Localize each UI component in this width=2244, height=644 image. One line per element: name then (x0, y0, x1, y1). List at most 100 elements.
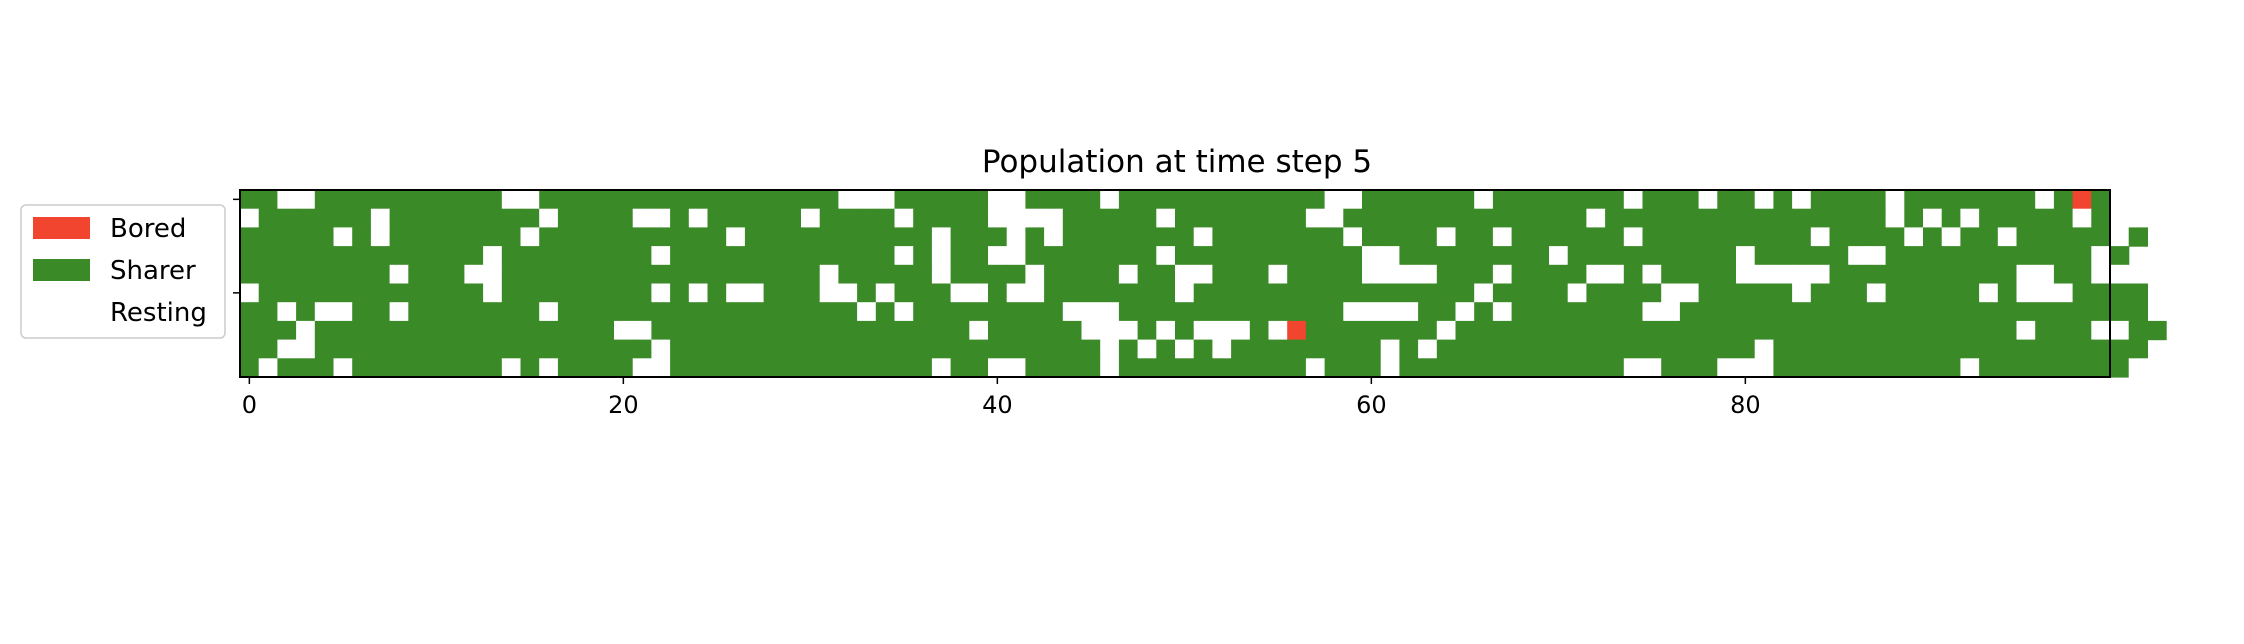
cell-sharer (1605, 339, 1625, 359)
cell-sharer (950, 320, 970, 341)
cell-sharer (1418, 208, 1438, 228)
cell-sharer (1661, 190, 1681, 210)
cell-resting (1081, 302, 1101, 322)
cell-sharer (1848, 227, 1868, 247)
cell-sharer (801, 264, 821, 285)
cell-sharer (1567, 302, 1587, 322)
cell-sharer (1960, 339, 1980, 359)
cell-sharer (1118, 339, 1139, 359)
cell-sharer (557, 320, 578, 341)
cell-resting (614, 320, 634, 341)
cell-sharer (2091, 227, 2111, 247)
cell-sharer (1212, 190, 1232, 210)
cell-sharer (2128, 227, 2148, 247)
cell-sharer (1773, 339, 1793, 359)
cell-sharer (875, 208, 896, 228)
cell-sharer (352, 283, 372, 303)
cell-sharer (913, 227, 933, 247)
cell-resting (1923, 208, 1943, 228)
cell-sharer (314, 283, 335, 303)
cell-resting (1754, 264, 1774, 285)
cell-sharer (296, 358, 316, 378)
cell-sharer (557, 339, 578, 359)
cell-sharer (1605, 283, 1625, 303)
cell-sharer (1137, 227, 1157, 247)
cell-resting (1137, 339, 1157, 359)
cell-resting (651, 358, 671, 378)
cell-sharer (1997, 358, 2018, 378)
cell-sharer (1492, 208, 1513, 228)
cell-sharer (1679, 339, 1700, 359)
cell-sharer (277, 208, 297, 228)
cell-sharer (1305, 264, 1326, 285)
cell-sharer (1549, 190, 1569, 210)
cell-resting (1118, 264, 1139, 285)
y-axis (233, 198, 240, 294)
cell-sharer (782, 208, 802, 228)
cell-sharer (1044, 283, 1064, 303)
cell-sharer (819, 190, 839, 210)
cell-sharer (370, 320, 391, 341)
cell-sharer (2053, 302, 2074, 322)
cell-sharer (1492, 358, 1513, 378)
cell-sharer (1287, 190, 1307, 210)
cell-sharer (1885, 358, 1905, 378)
cell-sharer (445, 339, 465, 359)
cell-sharer (258, 320, 278, 341)
cell-sharer (1455, 264, 1475, 285)
cell-sharer (670, 227, 690, 247)
cell-sharer (670, 208, 690, 228)
cell-sharer (1866, 339, 1887, 359)
cell-resting (296, 339, 316, 359)
cell-resting (1866, 283, 1887, 303)
cell-resting (875, 283, 896, 303)
cell-sharer (1062, 264, 1083, 285)
cell-sharer (1736, 227, 1756, 247)
cell-sharer (1698, 302, 1718, 322)
cell-sharer (1436, 283, 1457, 303)
cell-sharer (1549, 320, 1569, 341)
cell-resting (988, 208, 1008, 228)
cell-resting (1586, 264, 1606, 285)
cell-sharer (875, 358, 896, 378)
cell-sharer (1418, 302, 1438, 322)
cell-sharer (1567, 246, 1587, 266)
cell-resting (1418, 339, 1438, 359)
cell-sharer (1586, 339, 1606, 359)
cell-sharer (707, 264, 727, 285)
cell-sharer (1137, 208, 1157, 228)
cell-sharer (1343, 283, 1363, 303)
cell-sharer (1118, 190, 1139, 210)
cell-sharer (1773, 190, 1793, 210)
cell-sharer (2091, 283, 2111, 303)
cell-sharer (2147, 320, 2167, 341)
cell-sharer (352, 358, 372, 378)
cell-sharer (1549, 208, 1569, 228)
cell-sharer (389, 190, 409, 210)
cell-sharer (1249, 358, 1270, 378)
cell-sharer (1212, 358, 1232, 378)
cell-sharer (819, 208, 839, 228)
cell-sharer (1380, 320, 1400, 341)
cell-resting (1100, 320, 1120, 341)
cell-sharer (277, 246, 297, 266)
cell-sharer (1642, 208, 1662, 228)
cell-sharer (1156, 264, 1176, 285)
cell-resting (2110, 208, 2130, 228)
cell-sharer (632, 227, 652, 247)
cell-sharer (838, 246, 858, 266)
cell-resting (539, 208, 559, 228)
cell-sharer (557, 246, 578, 266)
cell-sharer (539, 320, 559, 341)
cell-sharer (445, 320, 465, 341)
cell-sharer (1324, 246, 1344, 266)
cell-sharer (670, 246, 690, 266)
cell-sharer (1679, 264, 1700, 285)
cell-sharer (595, 358, 615, 378)
cell-sharer (1810, 208, 1831, 228)
cell-sharer (1137, 320, 1157, 341)
cell-sharer (314, 246, 335, 266)
cell-sharer (1418, 320, 1438, 341)
cell-sharer (969, 302, 989, 322)
cell-sharer (688, 358, 709, 378)
